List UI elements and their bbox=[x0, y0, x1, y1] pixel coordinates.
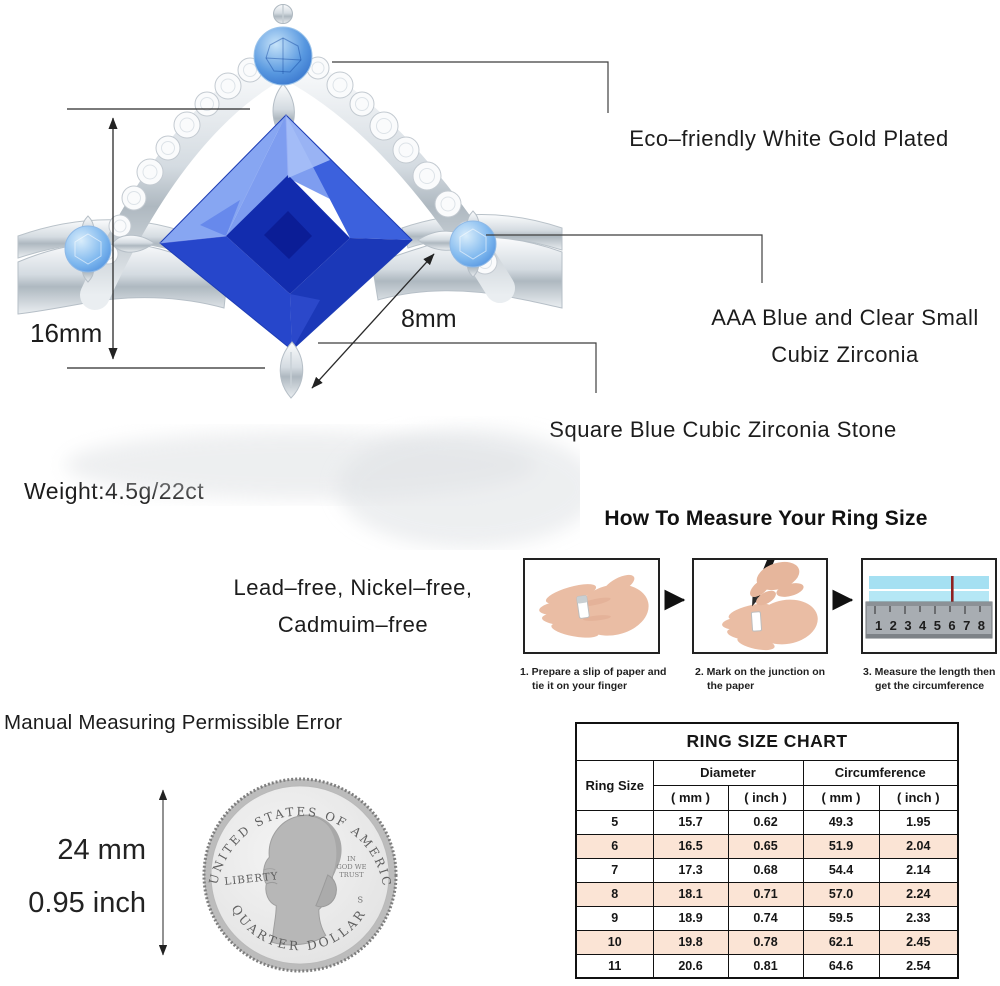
callout-square-stone: Square Blue Cubic Zirconia Stone bbox=[549, 417, 897, 442]
hand-with-paper-strip-illustration bbox=[539, 574, 649, 638]
square-blue-stone bbox=[159, 114, 413, 351]
step3-photo-ruler-measuring: 1 2 3 4 5 6 7 8 bbox=[861, 558, 997, 654]
band-upper-left bbox=[17, 219, 186, 259]
hand-marking-with-pen-illustration bbox=[722, 560, 818, 651]
table-title: RING SIZE CHART bbox=[575, 722, 959, 761]
table-row: 9 18.9 0.74 59.5 2.33 bbox=[575, 905, 959, 931]
ring-size-table: RING SIZE CHART Ring Size Diameter Circu… bbox=[575, 722, 959, 979]
coin-motto-line3: TRUST bbox=[339, 871, 364, 879]
coin-mm-label: 24 mm bbox=[57, 834, 146, 866]
dim-16mm-label: 16mm bbox=[30, 318, 103, 348]
coin-inch-label: 0.95 inch bbox=[28, 887, 146, 919]
left-prong bbox=[111, 234, 155, 253]
lead-free-line2: Cadmuim–free bbox=[277, 612, 429, 637]
unit-header: ( inch ) bbox=[727, 784, 804, 811]
washington-profile bbox=[263, 814, 342, 946]
ring-photo bbox=[17, 4, 580, 548]
ruler-numbers: 1 2 3 4 5 6 7 8 bbox=[875, 618, 985, 633]
band-lower-right bbox=[371, 236, 563, 309]
clear-cz-facets bbox=[102, 61, 492, 269]
coin-liberty-text: LIBERTY bbox=[224, 870, 279, 888]
callout-eco-friendly: Eco–friendly White Gold Plated bbox=[629, 126, 949, 151]
coin-face bbox=[210, 785, 390, 965]
top-metal-loop bbox=[273, 4, 293, 24]
coin-top-text: UNITED STATES OF AMERICA bbox=[201, 776, 394, 889]
col-header-diameter: Diameter bbox=[652, 759, 804, 786]
leader-eco bbox=[332, 61, 609, 113]
lead-free-line1: Lead–free, Nickel–free, bbox=[233, 575, 473, 600]
table-row: 5 15.7 0.62 49.3 1.95 bbox=[575, 809, 959, 835]
coin-bottom-text: QUARTER DOLLAR bbox=[228, 902, 369, 953]
coin-motto-line2: GOD WE bbox=[336, 863, 366, 871]
crown-band bbox=[80, 45, 515, 310]
table-row: 11 20.6 0.81 64.6 2.54 bbox=[575, 953, 959, 979]
col-header-circumference: Circumference bbox=[802, 759, 959, 786]
left-side-blue-stone bbox=[64, 215, 112, 283]
leader-aaa bbox=[486, 234, 763, 283]
step1-caption: 1. Prepare a slip of paper and tie it on… bbox=[520, 666, 667, 692]
apex-blue-stone bbox=[253, 26, 313, 86]
ruler-measuring-illustration: 1 2 3 4 5 6 7 8 bbox=[865, 576, 993, 639]
apex-prong bbox=[272, 83, 295, 141]
band-upper-right bbox=[401, 214, 563, 251]
callout-aaa-line2: Cubiz Zirconia bbox=[771, 342, 919, 367]
step2-caption: 2. Mark on the junction on the paper bbox=[695, 666, 826, 692]
step3-caption: 3. Measure the length then get the circu… bbox=[863, 666, 996, 692]
table-row: 8 18.1 0.71 57.0 2.24 bbox=[575, 881, 959, 907]
dim-8mm-label: 8mm bbox=[401, 305, 457, 333]
manual-error-label: Manual Measuring Permissible Error bbox=[4, 711, 343, 734]
apex-stone-facets bbox=[265, 37, 302, 74]
table-row: 10 19.8 0.78 62.1 2.45 bbox=[575, 929, 959, 955]
measure-guide-title: How To Measure Your Ring Size bbox=[604, 507, 928, 530]
right-side-blue-stone bbox=[449, 210, 497, 278]
right-prong bbox=[417, 230, 471, 251]
quarter-coin: UNITED STATES OF AMERICA QUARTER DOLLAR … bbox=[201, 776, 398, 973]
coin-motto-line1: IN bbox=[347, 855, 356, 863]
callout-aaa-line1: AAA Blue and Clear Small bbox=[711, 305, 979, 330]
step2-photo-hand-marking-with-pen bbox=[692, 558, 828, 654]
table-row: 6 16.5 0.65 51.9 2.04 bbox=[575, 833, 959, 859]
lead-free-label: Lead–free, Nickel–free, Cadmuim–free bbox=[198, 569, 508, 643]
unit-header: ( mm ) bbox=[652, 784, 729, 811]
coin-size-label: 24 mm 0.95 inch bbox=[14, 824, 146, 930]
coin-reeded-edge bbox=[202, 777, 398, 973]
bottom-prong bbox=[279, 341, 304, 399]
col-header-ring-size: Ring Size bbox=[575, 759, 654, 811]
weight-label: Weight:4.5g/22ct bbox=[24, 478, 205, 504]
clear-cz-stones bbox=[97, 56, 498, 275]
table-row: 7 17.3 0.68 54.4 2.14 bbox=[575, 857, 959, 883]
coin-mint-mark: S bbox=[357, 895, 363, 905]
unit-header: ( mm ) bbox=[802, 784, 880, 811]
step1-photo-hand-with-paper-strip bbox=[523, 558, 660, 654]
band-lower-left bbox=[17, 241, 229, 315]
unit-header: ( inch ) bbox=[878, 784, 959, 811]
callout-aaa-zirconia: AAA Blue and Clear Small Cubiz Zirconia bbox=[645, 299, 1000, 373]
leader-square bbox=[318, 342, 597, 393]
